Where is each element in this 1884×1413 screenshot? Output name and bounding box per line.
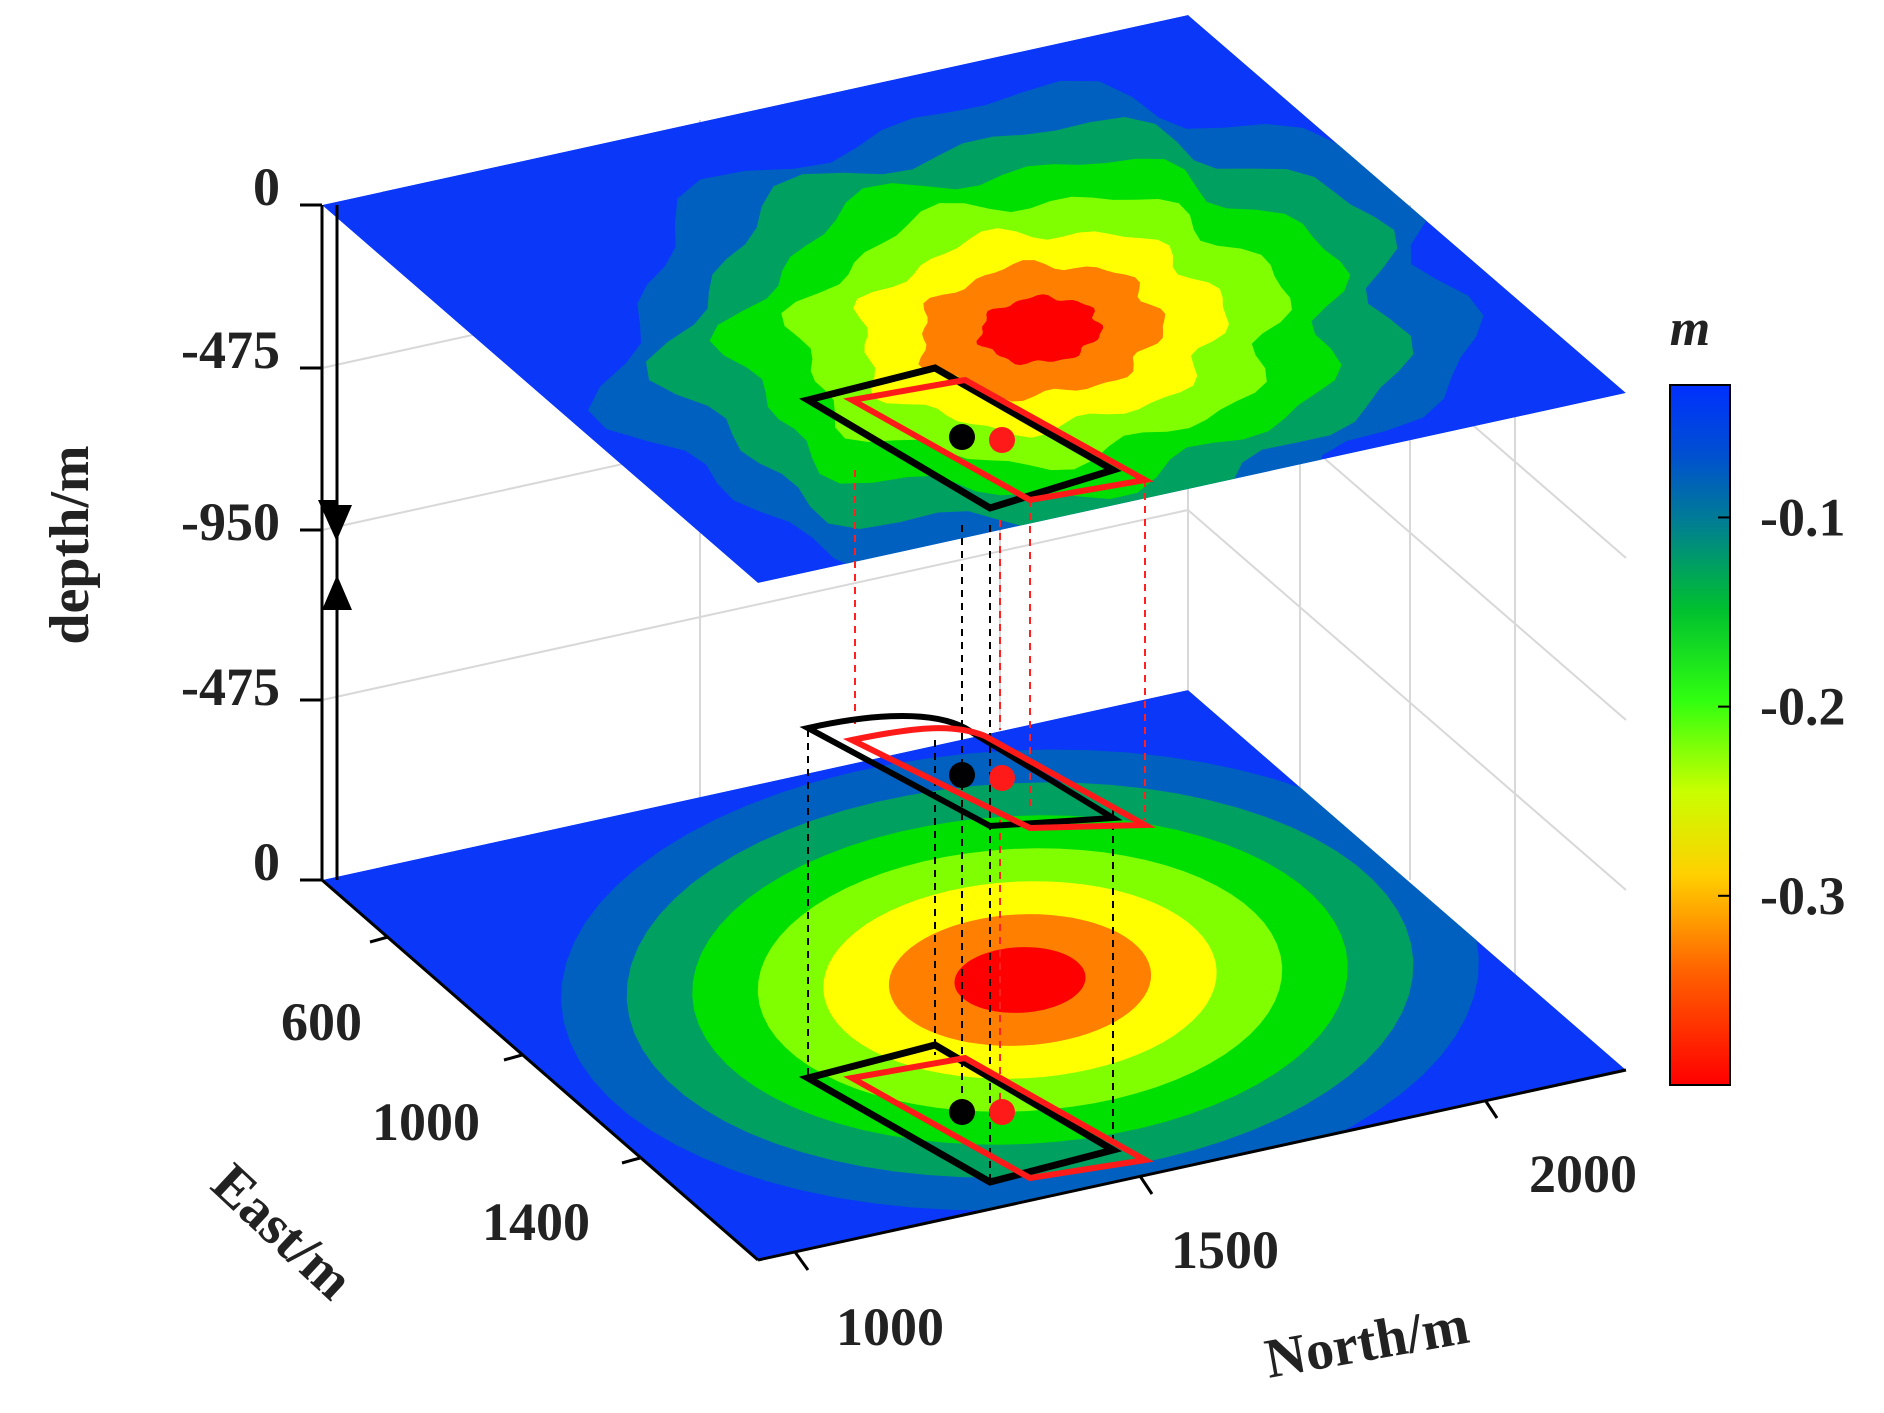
north-tick-label: 2000 bbox=[1529, 1144, 1637, 1204]
arrow-down-left-icon bbox=[318, 500, 338, 540]
east-tick-label: 1400 bbox=[482, 1192, 590, 1252]
top-layer-contours bbox=[588, 80, 1484, 573]
east-tick-label: 600 bbox=[281, 992, 362, 1052]
north-axis-line bbox=[757, 1068, 1627, 1262]
depth-tick-label: 0 bbox=[253, 832, 280, 892]
colorbar-ticks: -0.1 -0.2 -0.3 bbox=[1718, 487, 1845, 926]
middle-fault-planes bbox=[799, 713, 1157, 832]
east-tick bbox=[621, 1156, 641, 1165]
colorbar-title: m bbox=[1670, 300, 1710, 357]
top-black-fault-outline bbox=[798, 364, 1122, 512]
east-tick-label: 1000 bbox=[372, 1092, 480, 1152]
contour-band bbox=[976, 294, 1104, 366]
top-red-fault-outline bbox=[843, 376, 1154, 504]
bottom-black-hypocenter bbox=[949, 1099, 975, 1125]
depth-tick-label: -950 bbox=[181, 492, 280, 552]
arrow-up-icon bbox=[322, 575, 352, 610]
colorbar: m -0.1 -0.2 -0.3 bbox=[1669, 300, 1845, 1086]
depth-tick-label: -475 bbox=[181, 657, 280, 717]
east-axis-title: East/m bbox=[200, 1152, 365, 1312]
depth-axis: 0 -475 -950 -475 0 depth/m bbox=[39, 157, 352, 892]
depth-tick-label: 0 bbox=[253, 157, 280, 217]
north-axis-title: North/m bbox=[1260, 1294, 1473, 1391]
colorbar-tick-label: -0.3 bbox=[1760, 866, 1845, 926]
colorbar-tick-label: -0.1 bbox=[1760, 487, 1845, 547]
top-red-hypocenter bbox=[989, 427, 1015, 453]
east-tick bbox=[503, 1053, 523, 1062]
bottom-layer-contours bbox=[561, 749, 1479, 1211]
bottom-red-hypocenter bbox=[989, 1099, 1015, 1125]
bottom-layer bbox=[322, 690, 1626, 1260]
colorbar-tick-label: -0.2 bbox=[1760, 677, 1845, 737]
depth-axis-title: depth/m bbox=[39, 445, 101, 644]
north-tick bbox=[1138, 1175, 1154, 1195]
east-tick bbox=[369, 935, 389, 944]
middle-black-hypocenter bbox=[949, 762, 975, 788]
projection-lines bbox=[807, 470, 1146, 1180]
top-layer bbox=[322, 15, 1626, 583]
bottom-red-fault-outline bbox=[843, 1054, 1154, 1182]
bottom-fault-rectangles bbox=[798, 1041, 1154, 1186]
middle-red-hypocenter bbox=[989, 765, 1015, 791]
top-fault-rectangles bbox=[798, 364, 1154, 512]
contour-band bbox=[954, 947, 1086, 1013]
bottom-black-fault-outline bbox=[798, 1041, 1123, 1186]
colorbar-strip bbox=[1669, 384, 1731, 1086]
north-tick bbox=[793, 1251, 810, 1271]
middle-red-fault-plane bbox=[842, 725, 1157, 832]
top-black-hypocenter bbox=[949, 424, 975, 450]
east-axis-line bbox=[321, 878, 759, 1262]
north-tick bbox=[1483, 1099, 1499, 1119]
north-tick-label: 1000 bbox=[836, 1297, 944, 1357]
north-tick-label: 1500 bbox=[1171, 1220, 1279, 1280]
depth-tick-label: -475 bbox=[181, 320, 280, 380]
